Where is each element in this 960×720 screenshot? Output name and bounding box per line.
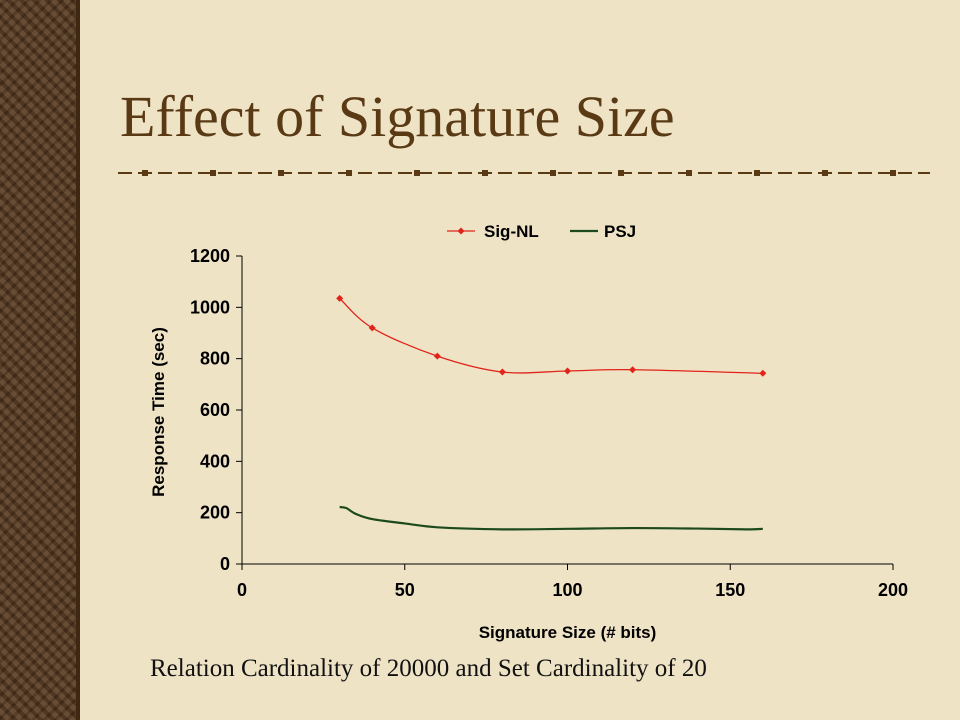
title-divider xyxy=(118,170,930,176)
x-tick-label: 150 xyxy=(715,580,745,600)
data-point-sig-nl xyxy=(368,324,376,332)
x-tick-label: 100 xyxy=(552,580,582,600)
y-tick-label: 400 xyxy=(200,451,230,471)
y-axis-title: Response Time (sec) xyxy=(149,327,168,497)
data-point-sig-nl xyxy=(433,352,441,360)
y-tick-label: 800 xyxy=(200,349,230,369)
y-tick-label: 600 xyxy=(200,400,230,420)
data-point-sig-nl xyxy=(336,294,344,302)
y-tick-label: 0 xyxy=(220,554,230,574)
chart-series xyxy=(336,294,767,531)
chart-axes: 0 200 400 600 800 1000 1200 0 50 100 150 200 xyxy=(190,246,908,600)
y-tick-label: 200 xyxy=(200,503,230,523)
decorative-band-edge xyxy=(76,0,80,720)
x-axis-title: Signature Size (# bits) xyxy=(479,623,657,642)
x-tick-label: 50 xyxy=(395,580,415,600)
slide-title: Effect of Signature Size xyxy=(120,84,675,149)
decorative-band xyxy=(0,0,80,720)
data-point-sig-nl xyxy=(564,367,571,375)
data-point-sig-nl xyxy=(498,368,506,376)
legend-marker-sig-nl xyxy=(457,227,465,235)
series-line-psj xyxy=(339,505,763,531)
data-point-sig-nl xyxy=(629,366,637,374)
legend-label-sig-nl: Sig-NL xyxy=(484,222,539,241)
data-point-sig-nl xyxy=(759,369,767,377)
chart-legend: Sig-NL PSJ xyxy=(447,222,636,241)
series-line-sig-nl xyxy=(339,297,763,374)
y-tick-label: 1200 xyxy=(190,246,230,266)
x-tick-label: 0 xyxy=(237,580,247,600)
slide-caption: Relation Cardinality of 20000 and Set Ca… xyxy=(150,655,707,682)
x-tick-label: 200 xyxy=(878,580,908,600)
y-tick-label: 1000 xyxy=(190,297,230,317)
legend-label-psj: PSJ xyxy=(604,222,636,241)
